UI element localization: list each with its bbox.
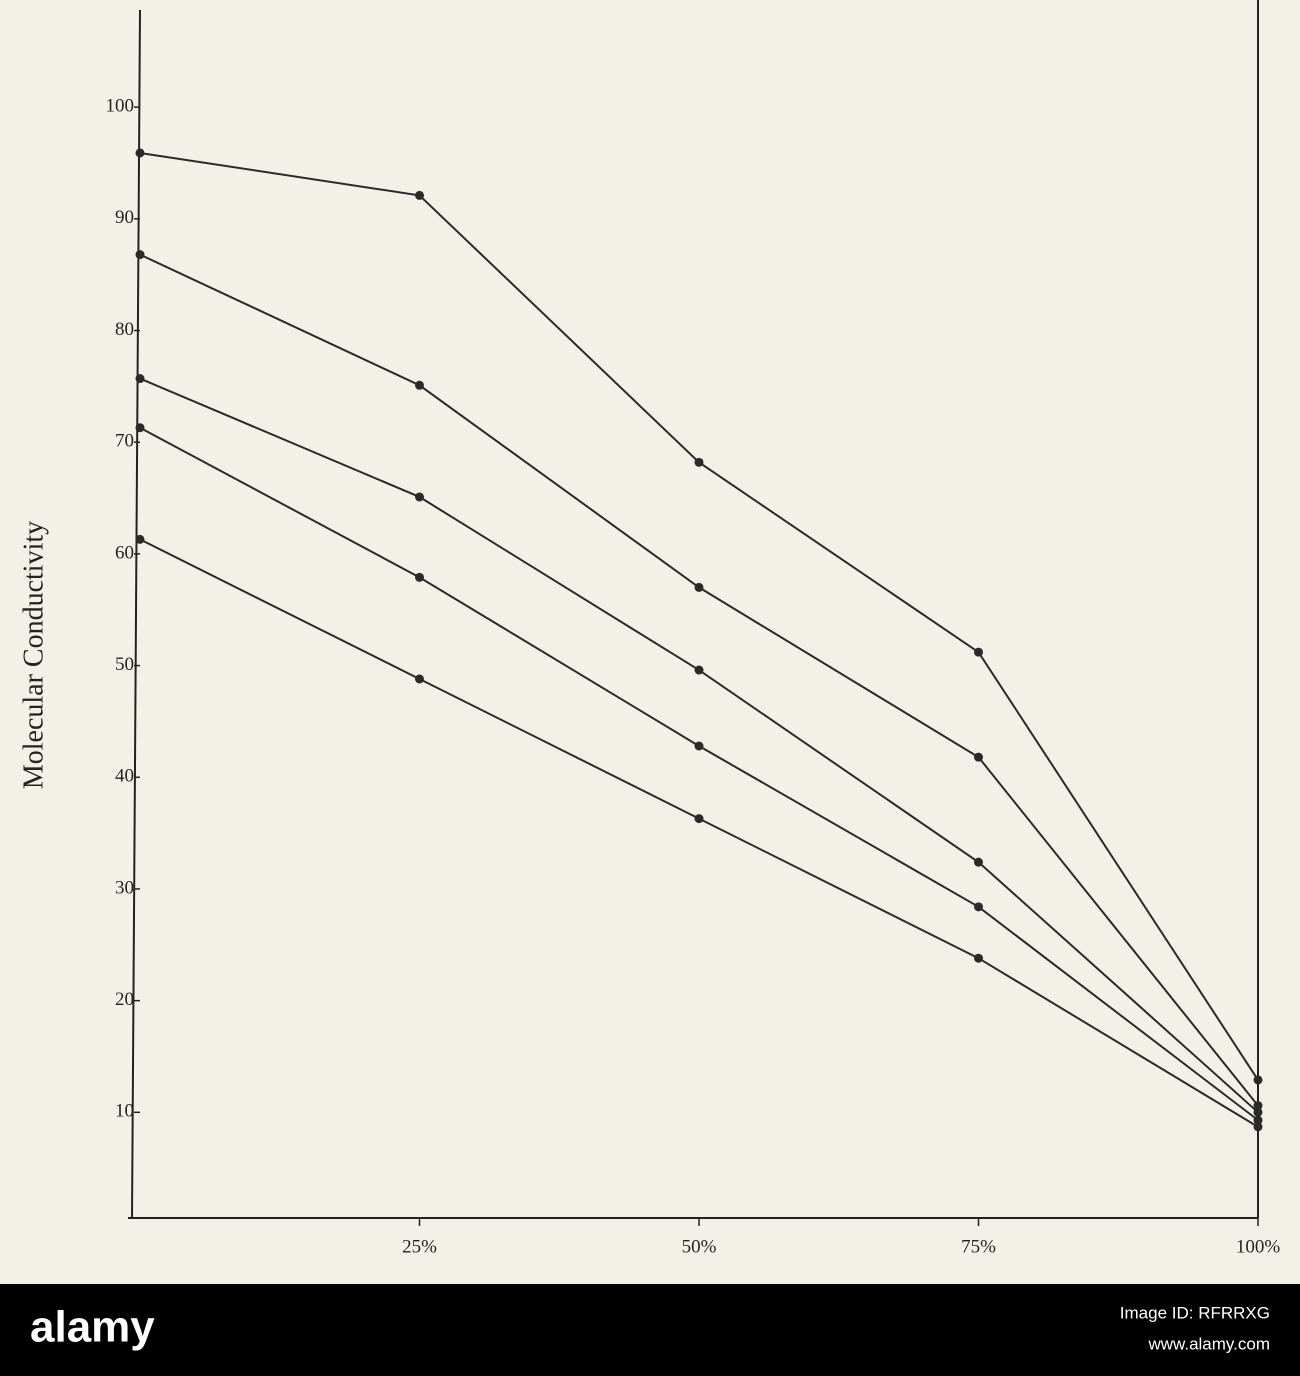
data-point	[135, 423, 145, 433]
url: www.alamy.com	[1147, 1334, 1270, 1353]
y-tick-label: 40	[115, 766, 134, 787]
data-point	[974, 902, 983, 912]
data-point	[974, 857, 983, 867]
data-point	[1253, 1122, 1263, 1132]
background	[0, 0, 1300, 1284]
data-point	[694, 582, 704, 592]
data-point	[974, 752, 983, 762]
brand: alamy	[30, 1303, 155, 1352]
data-point	[1253, 1075, 1263, 1085]
image-id: Image ID: RFRRXG	[1120, 1303, 1270, 1322]
data-point	[415, 674, 424, 684]
data-point	[974, 953, 983, 963]
footer-band	[0, 1284, 1300, 1376]
y-tick-label: 50	[115, 654, 134, 675]
data-point	[415, 190, 424, 200]
x-tick-label: 50%	[682, 1236, 717, 1257]
x-tick-label: 25%	[402, 1236, 437, 1257]
data-point	[694, 814, 704, 824]
y-tick-label: 100	[106, 96, 135, 117]
data-point	[694, 741, 704, 751]
data-point	[415, 572, 424, 582]
data-point	[1253, 1101, 1263, 1111]
data-point	[135, 250, 145, 260]
data-point	[135, 534, 145, 544]
y-axis-label: Molecular Conductivity	[18, 521, 49, 789]
y-tick-label: 30	[115, 877, 134, 898]
data-point	[974, 647, 983, 657]
y-axis	[131, 9, 141, 1219]
data-point	[694, 457, 704, 467]
y-tick-label: 90	[115, 207, 134, 228]
y-tick-label: 80	[115, 319, 134, 340]
footer: alamy Image ID: RFRRXG www.alamy.com	[0, 1284, 1300, 1376]
y-tick-label: 60	[115, 542, 134, 563]
data-point	[415, 380, 424, 390]
x-tick-label: 75%	[961, 1236, 996, 1257]
y-tick-label: 70	[115, 431, 134, 452]
data-point	[694, 665, 704, 675]
data-point	[1253, 1107, 1263, 1117]
x-tick-label: 100%	[1236, 1236, 1281, 1257]
data-point	[135, 148, 145, 158]
data-point	[135, 374, 145, 384]
y-tick-label: 20	[115, 989, 134, 1010]
data-point	[415, 492, 424, 502]
y-tick-label: 10	[115, 1101, 134, 1122]
data-point	[1253, 1115, 1263, 1125]
